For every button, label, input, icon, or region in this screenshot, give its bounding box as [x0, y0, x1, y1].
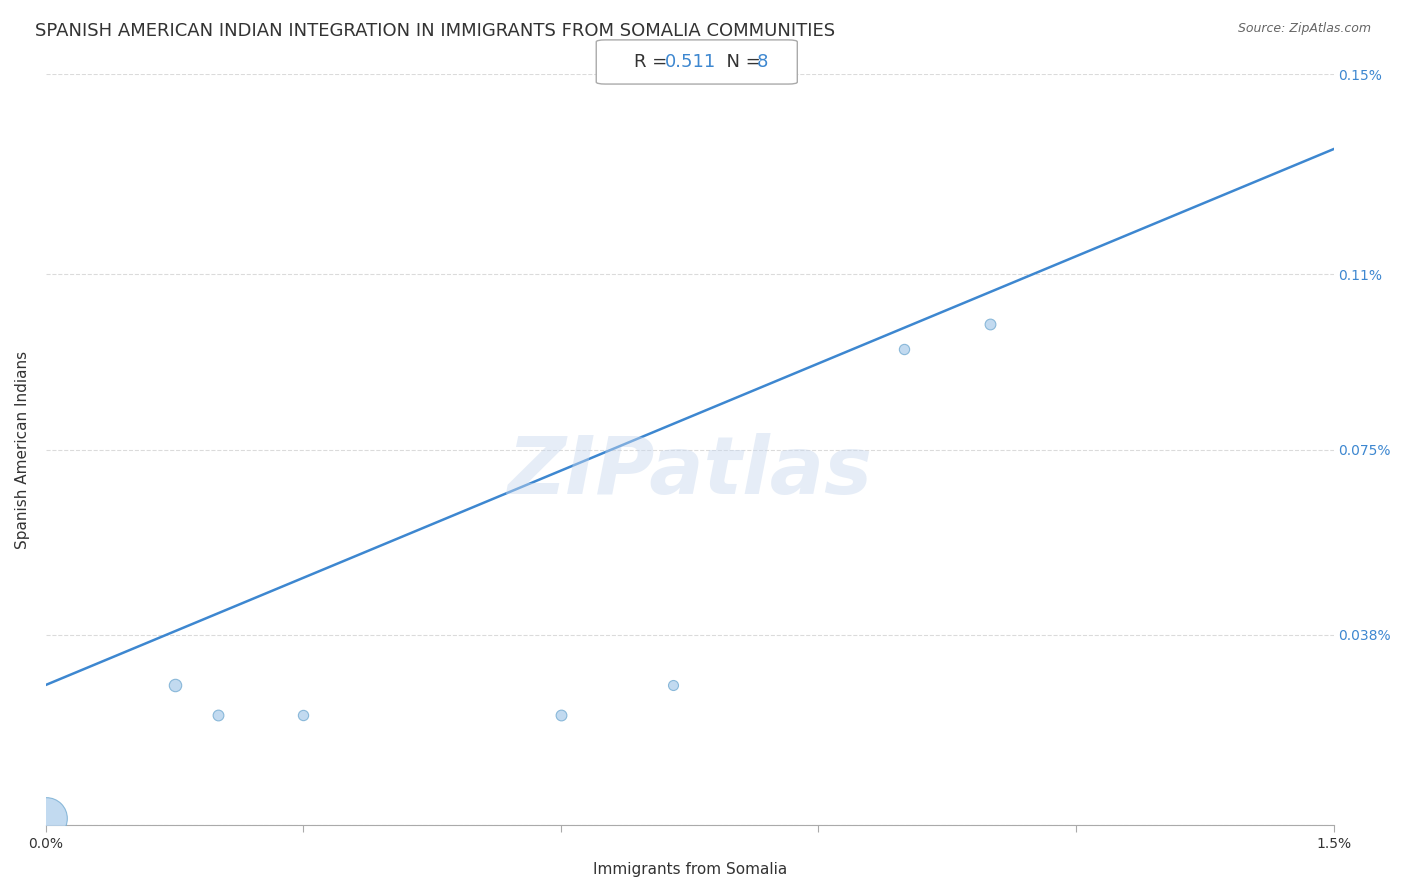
X-axis label: Immigrants from Somalia: Immigrants from Somalia — [592, 862, 787, 877]
Text: N =: N = — [716, 54, 766, 71]
Point — [163, 678, 186, 692]
Text: R =: R = — [634, 54, 672, 71]
Text: 0.511: 0.511 — [665, 54, 716, 71]
Point — [207, 707, 229, 722]
Point — [550, 707, 572, 722]
Point — [661, 678, 683, 692]
Text: SPANISH AMERICAN INDIAN INTEGRATION IN IMMIGRANTS FROM SOMALIA COMMUNITIES: SPANISH AMERICAN INDIAN INTEGRATION IN I… — [35, 22, 835, 40]
Point — [893, 343, 915, 357]
FancyBboxPatch shape — [596, 40, 797, 84]
Text: 8: 8 — [758, 54, 769, 71]
Point — [35, 811, 58, 825]
Text: Source: ZipAtlas.com: Source: ZipAtlas.com — [1237, 22, 1371, 36]
Text: ZIPatlas: ZIPatlas — [508, 434, 872, 511]
Point — [292, 707, 315, 722]
Y-axis label: Spanish American Indians: Spanish American Indians — [15, 351, 30, 549]
Point — [979, 318, 1001, 332]
